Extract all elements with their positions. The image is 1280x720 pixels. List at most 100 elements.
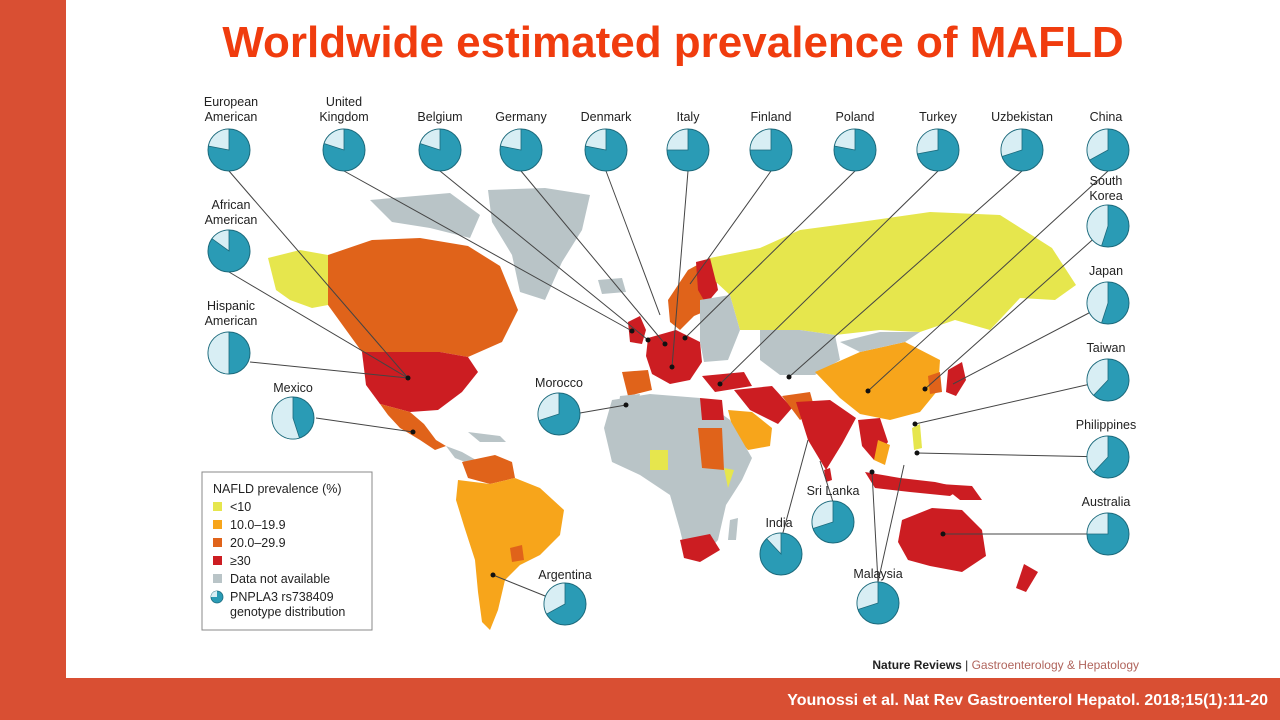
region-japan xyxy=(946,362,966,396)
source-section: Gastroenterology & Hepatology xyxy=(972,658,1139,672)
region-kazakhstan xyxy=(760,330,840,375)
region-arabia xyxy=(728,410,772,450)
pie-slice xyxy=(811,500,834,529)
pie-slice xyxy=(584,128,607,151)
legend-label-10-19: 10.0–19.9 xyxy=(230,518,286,532)
pie-slice xyxy=(211,229,230,252)
leader-line xyxy=(439,170,649,341)
leader-line xyxy=(520,170,666,345)
region-canada xyxy=(328,238,518,357)
region-new-zealand xyxy=(1016,564,1038,592)
pie-slice xyxy=(833,128,856,151)
location-dot xyxy=(645,337,651,343)
pie-slice xyxy=(1086,358,1109,396)
leader-line xyxy=(867,170,1109,392)
pie-india: India xyxy=(759,516,803,576)
region-western-europe xyxy=(646,330,702,384)
region-turkey xyxy=(702,372,752,392)
region-australia xyxy=(898,508,986,572)
pie-label-line2: American xyxy=(205,314,258,328)
pie-label: Sri Lanka xyxy=(807,484,860,498)
region-middle-east xyxy=(734,386,792,424)
legend-swatch-10-19 xyxy=(213,520,222,529)
pie-slice xyxy=(543,582,566,615)
pie-european-american: European American xyxy=(204,95,258,172)
region-paraguay xyxy=(510,545,524,562)
leader-line xyxy=(871,471,879,583)
pie-label: China xyxy=(1090,110,1123,124)
region-sudan xyxy=(698,428,724,470)
region-philippines xyxy=(912,424,922,450)
region-eastern-europe xyxy=(700,295,740,362)
pie-china: China xyxy=(1086,110,1130,172)
leader-line xyxy=(819,460,834,503)
source-journal: Nature Reviews xyxy=(872,658,962,672)
pie-slice xyxy=(1086,512,1109,535)
region-madagascar xyxy=(728,518,738,540)
pie-label: Philippines xyxy=(1076,418,1136,432)
pie-taiwan: Taiwan xyxy=(1086,341,1130,402)
pie-australia: Australia xyxy=(1082,495,1131,556)
pie-label: Turkey xyxy=(919,110,957,124)
region-china xyxy=(815,342,940,420)
pie-label: Australia xyxy=(1082,495,1131,509)
leader-line xyxy=(788,170,1023,378)
pie-slice xyxy=(1086,435,1109,473)
pie-label-line2: American xyxy=(205,213,258,227)
pie-label-line1: European xyxy=(204,95,258,109)
pie-slice xyxy=(207,331,230,375)
pie-label: Malaysia xyxy=(853,567,902,581)
region-central-america xyxy=(446,446,476,464)
legend-box xyxy=(201,471,373,631)
leader-line xyxy=(952,302,1109,385)
pie-label: India xyxy=(765,516,792,530)
pie-south-korea: South Korea xyxy=(1086,174,1130,248)
pie-label-line1: United xyxy=(326,95,362,109)
leader-line xyxy=(671,170,689,368)
pie-slice xyxy=(749,128,772,151)
pie-label-line2: American xyxy=(205,110,258,124)
leader-line xyxy=(916,452,1109,458)
pie-denmark: Denmark xyxy=(581,110,632,172)
region-morocco xyxy=(618,394,640,412)
location-dot xyxy=(629,328,635,334)
pie-label: Italy xyxy=(677,110,701,124)
location-dot xyxy=(623,402,629,408)
pie-label-line1: Hispanic xyxy=(207,299,255,313)
pie-slice xyxy=(1086,128,1109,161)
leader-line xyxy=(579,404,627,414)
location-dot xyxy=(662,341,668,347)
pie-label-line1: South xyxy=(1090,174,1123,188)
leader-line xyxy=(343,170,633,332)
leader-line xyxy=(719,170,939,385)
region-finland xyxy=(696,258,718,304)
legend-pie-slice-icon xyxy=(211,591,217,597)
region-papua xyxy=(940,484,982,500)
region-greenland xyxy=(488,188,590,300)
legend-swatch-ge30 xyxy=(213,556,222,565)
pie-turkey: Turkey xyxy=(916,110,960,172)
leader-lines xyxy=(228,170,1109,605)
pie-label: Germany xyxy=(495,110,547,124)
region-alaska xyxy=(268,250,328,308)
figure-source: Nature Reviews | Gastroenterology & Hepa… xyxy=(872,658,1139,672)
pie-label-line2: Kingdom xyxy=(319,110,368,124)
pie-slice xyxy=(207,128,230,151)
region-iberia xyxy=(622,370,652,396)
region-uk xyxy=(628,316,646,344)
pie-label: Morocco xyxy=(535,376,583,390)
location-dot xyxy=(717,381,723,387)
location-dot xyxy=(912,421,918,427)
pie-slice xyxy=(271,396,300,440)
location-dot xyxy=(914,450,920,456)
bottom-footer-bar xyxy=(0,678,1280,720)
pie-slice xyxy=(419,128,441,151)
pie-japan: Japan xyxy=(1086,264,1130,325)
region-russia xyxy=(710,212,1076,335)
leader-line xyxy=(914,379,1109,425)
region-usa xyxy=(362,352,478,412)
pie-slice xyxy=(1086,281,1109,324)
location-dot xyxy=(405,375,411,381)
pie-label: Taiwan xyxy=(1087,341,1126,355)
